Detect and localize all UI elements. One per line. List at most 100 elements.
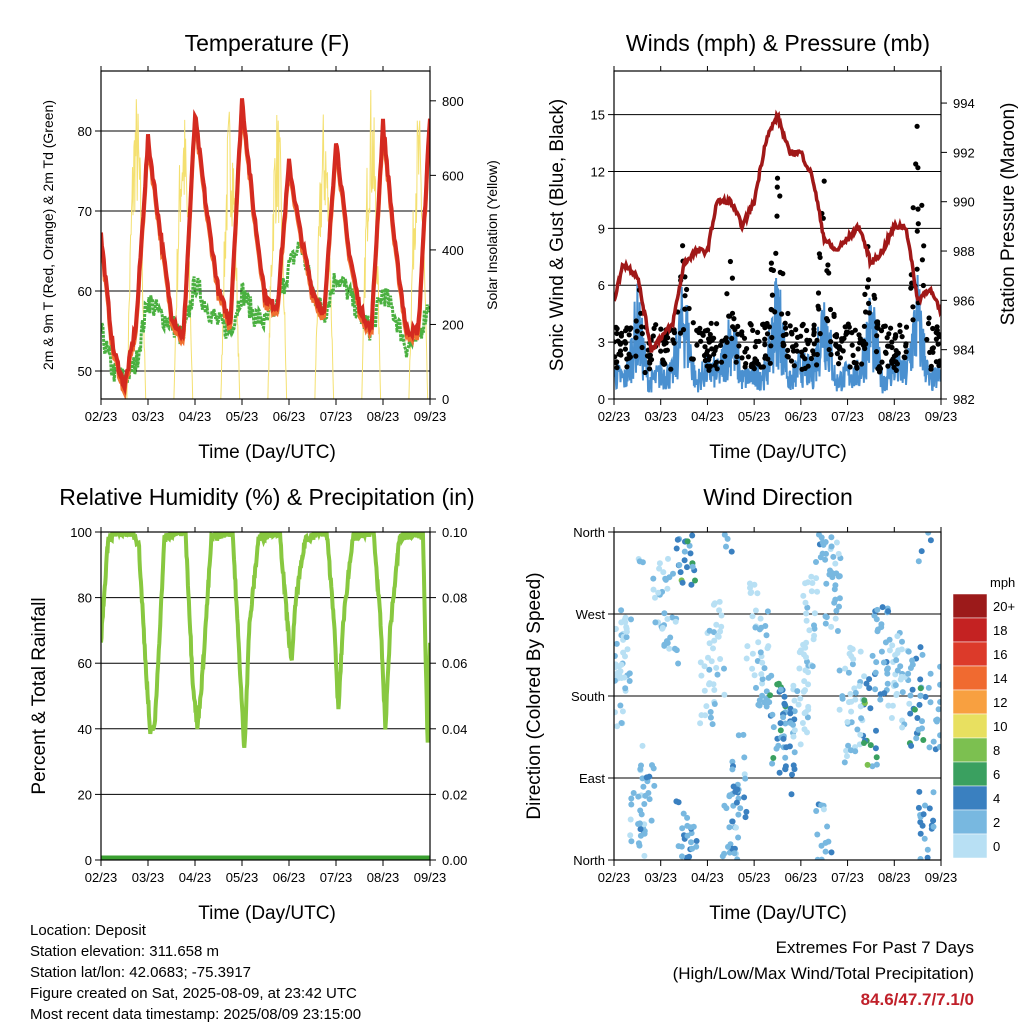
station-info: Location: Deposit Station elevation: 311… xyxy=(30,920,361,1025)
gust-point xyxy=(660,360,666,366)
gust-point xyxy=(671,327,677,333)
direction-point xyxy=(693,843,700,850)
direction-point xyxy=(717,656,724,662)
gust-point xyxy=(709,346,715,352)
direction-point xyxy=(660,569,667,576)
x-tick-label: 05/23 xyxy=(226,409,259,424)
direction-point xyxy=(725,843,731,850)
direction-point xyxy=(898,646,905,653)
direction-point xyxy=(828,543,835,550)
direction-point xyxy=(655,589,662,596)
direction-point xyxy=(761,699,768,706)
direction-point xyxy=(872,745,879,752)
gust-point xyxy=(860,338,867,345)
direction-point xyxy=(922,693,929,700)
x-tick-label: 04/23 xyxy=(691,870,724,885)
direction-point xyxy=(861,697,868,704)
direction-point xyxy=(822,620,829,627)
direction-point xyxy=(819,550,826,557)
gust-point xyxy=(662,348,669,354)
gust-point xyxy=(930,325,936,332)
y-right-tick-label: 988 xyxy=(953,244,975,259)
temperature-ylabel: 2m & 9m T (Red, Orange) & 2m Td (Green) xyxy=(40,100,56,370)
direction-point xyxy=(684,822,691,829)
gust-point xyxy=(774,184,780,190)
gust-point xyxy=(851,359,857,366)
gust-point xyxy=(785,354,791,360)
direction-point xyxy=(827,567,833,574)
gust-point xyxy=(769,334,775,341)
colorbar-swatch xyxy=(952,761,988,787)
direction-point xyxy=(675,660,682,667)
gust-point xyxy=(698,338,704,344)
direction-point xyxy=(791,749,798,756)
direction-point xyxy=(763,632,770,639)
panel-temperature: Temperature (F) Time (Day/UTC) 2m & 9m T… xyxy=(40,30,500,463)
y-tick-label: North xyxy=(573,853,605,868)
direction-point xyxy=(766,699,773,706)
direction-point xyxy=(937,681,941,688)
gust-point xyxy=(780,332,786,339)
direction-point xyxy=(749,650,756,657)
gust-point xyxy=(857,340,863,346)
y-tick-label: 70 xyxy=(78,204,92,219)
direction-point xyxy=(857,731,864,738)
direction-point xyxy=(614,640,620,647)
gust-point xyxy=(921,243,927,249)
direction-point xyxy=(716,607,723,614)
direction-point xyxy=(791,716,798,723)
gust-point xyxy=(881,323,887,330)
direction-point xyxy=(677,569,684,576)
gust-point xyxy=(885,343,891,349)
direction-point xyxy=(617,668,624,675)
gust-point xyxy=(791,363,797,369)
direction-point xyxy=(743,808,750,815)
direction-point xyxy=(759,692,766,699)
gust-point xyxy=(903,349,909,355)
direction-point xyxy=(689,532,696,539)
direction-point xyxy=(828,534,835,541)
direction-point xyxy=(638,762,644,769)
gust-point xyxy=(825,262,831,268)
colorbar-label: 8 xyxy=(993,743,1000,758)
colorbar-swatch xyxy=(952,689,988,715)
direction-point xyxy=(884,680,891,687)
y-right-tick-label: 992 xyxy=(953,145,975,160)
y-right-tick-label: 800 xyxy=(442,94,464,109)
direction-point xyxy=(836,706,843,713)
x-tick-label: 08/23 xyxy=(367,409,400,424)
direction-point xyxy=(803,610,810,617)
direction-point xyxy=(713,621,720,628)
x-tick-label: 09/23 xyxy=(414,409,447,424)
gust-point xyxy=(889,339,895,345)
direction-point xyxy=(915,726,922,733)
gust-point xyxy=(793,342,799,348)
gust-point xyxy=(690,320,696,326)
direction-point xyxy=(767,692,774,699)
gust-point xyxy=(707,363,714,369)
gust-point xyxy=(682,293,688,299)
gust-point xyxy=(650,333,656,339)
direction-point xyxy=(808,588,815,595)
x-tick-label: 07/23 xyxy=(320,409,353,424)
y-tick-label: North xyxy=(573,525,605,540)
x-tick-label: 02/23 xyxy=(598,409,631,424)
gust-point xyxy=(780,343,786,349)
winds-ylabel-right: Station Pressure (Maroon) xyxy=(998,103,1019,326)
direction-point xyxy=(624,646,631,653)
direction-point xyxy=(916,701,923,708)
direction-point xyxy=(737,805,744,812)
gust-point xyxy=(805,363,811,369)
gust-point xyxy=(925,320,932,327)
direction-point xyxy=(730,783,737,790)
direction-point xyxy=(776,769,783,776)
y-right-tick-label: 0.10 xyxy=(442,525,467,540)
direction-point xyxy=(924,846,931,853)
direction-point xyxy=(888,715,895,721)
gust-point xyxy=(908,285,914,291)
gust-point xyxy=(934,324,940,330)
gust-point xyxy=(836,361,842,367)
gust-point xyxy=(735,323,741,329)
gust-point xyxy=(614,354,618,360)
gust-point xyxy=(713,344,719,350)
